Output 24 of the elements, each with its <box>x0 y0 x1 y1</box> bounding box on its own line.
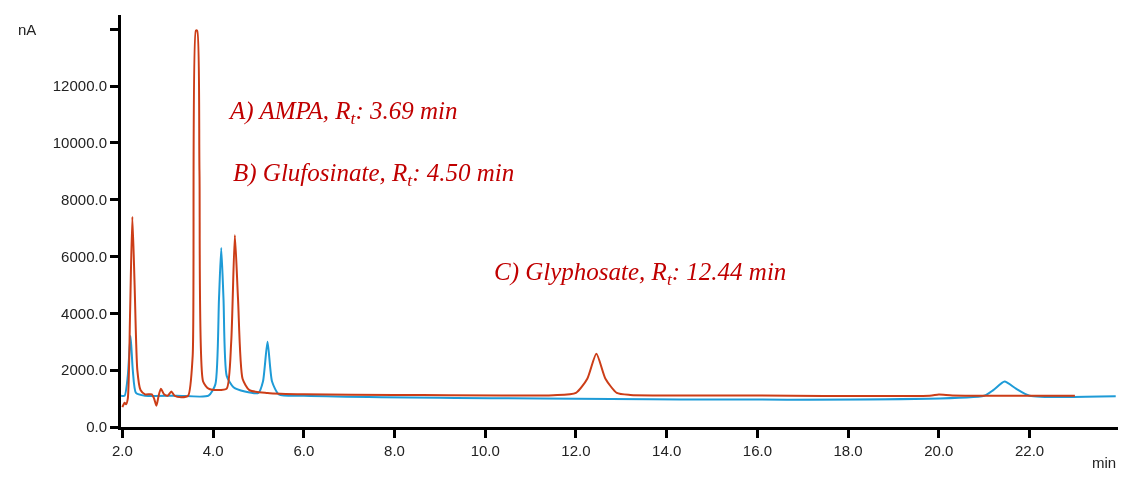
x-tick-label: 14.0 <box>652 442 682 459</box>
y-tick-label: 8000.0 <box>61 190 107 208</box>
x-tick-label: 6.0 <box>293 442 315 459</box>
annotation: A) AMPA, R$_{t}$: 3.69 min <box>228 97 458 129</box>
x-tick-label: 18.0 <box>833 442 863 459</box>
y-tick-label: 0.0 <box>86 418 107 436</box>
y-tick-label: 2000.0 <box>61 361 107 379</box>
x-tick-label: 12.0 <box>561 442 591 459</box>
annotation: C) Glyphosate, R$_{t}$: 12.44 min <box>494 258 787 290</box>
y-tick-label: 4000.0 <box>61 304 107 322</box>
line-series <box>121 29 1076 409</box>
x-tick-label: 4.0 <box>202 442 224 459</box>
x-tick-label: 20.0 <box>924 442 954 459</box>
y-tick-label: 10000.0 <box>52 134 107 152</box>
y-tick-label: 12000.0 <box>52 77 107 95</box>
x-tick-label: 22.0 <box>1014 442 1045 459</box>
x-tick-label: 8.0 <box>384 442 405 459</box>
x-tick-label: 16.0 <box>742 442 772 459</box>
annotation: B) Glufosinate, R$_{t}$: 4.50 min <box>233 159 515 191</box>
x-tick-label: 2.0 <box>111 442 133 459</box>
x-tick-label: 10.0 <box>470 442 500 459</box>
y-axis-title: nA <box>18 21 37 38</box>
x-axis-title: min <box>1092 454 1117 471</box>
y-tick-label: 6000.0 <box>61 247 107 265</box>
